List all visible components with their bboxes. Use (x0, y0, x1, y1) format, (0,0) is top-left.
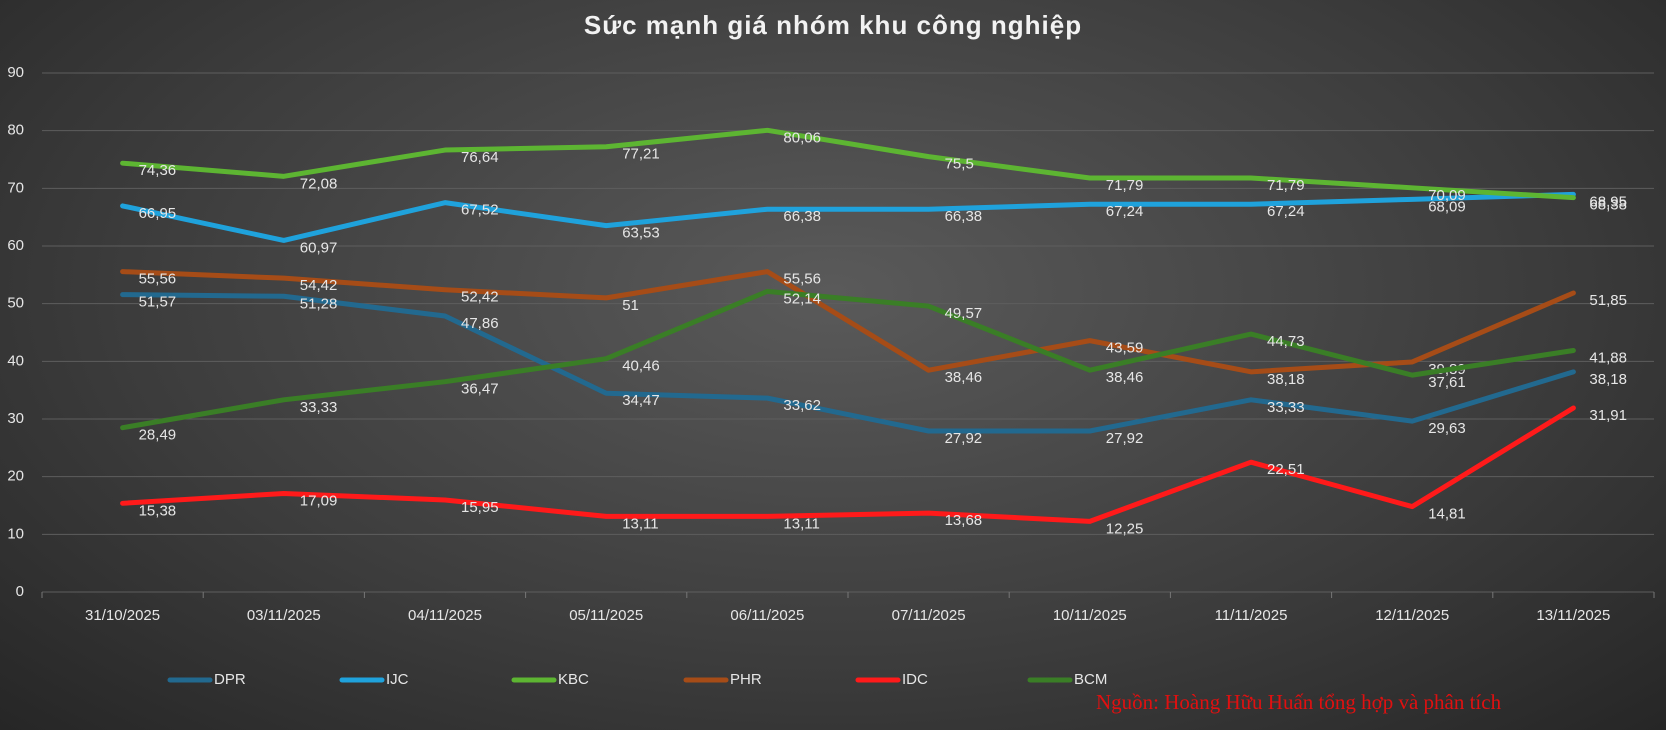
data-label: 14,81 (1428, 506, 1466, 523)
data-label: 71,79 (1267, 177, 1305, 194)
y-tick-label: 20 (7, 468, 24, 485)
x-tick-label: 03/11/2025 (247, 607, 321, 624)
x-tick-label: 31/10/2025 (85, 607, 160, 624)
data-label: 68,38 (1589, 197, 1627, 214)
data-label: 41,88 (1589, 349, 1627, 366)
x-tick-label: 10/11/2025 (1053, 607, 1127, 624)
data-label: 51,85 (1589, 292, 1627, 309)
legend-label: IDC (902, 671, 928, 688)
data-label: 47,86 (461, 315, 499, 332)
data-label: 74,36 (139, 162, 177, 179)
data-label: 76,64 (461, 149, 499, 166)
source-note: Nguồn: Hoàng Hữu Huấn tổng hợp và phân t… (1096, 690, 1502, 714)
data-label: 55,56 (783, 271, 821, 288)
data-label: 71,79 (1106, 177, 1144, 194)
data-label: 51,28 (300, 295, 338, 312)
data-label: 63,53 (622, 225, 660, 242)
series-line (120, 127, 1576, 201)
data-label: 17,09 (300, 492, 338, 509)
data-label: 40,46 (622, 358, 660, 375)
data-label: 49,57 (945, 305, 983, 322)
data-label: 68,09 (1428, 198, 1466, 215)
data-label: 33,33 (300, 399, 338, 416)
data-label: 15,95 (461, 499, 499, 516)
y-tick-label: 0 (16, 583, 24, 600)
y-tick-label: 60 (7, 237, 24, 254)
y-tick-label: 70 (7, 179, 24, 196)
data-label: 67,24 (1267, 203, 1305, 220)
data-label: 38,18 (1267, 371, 1305, 388)
y-tick-label: 90 (7, 64, 24, 81)
x-tick-label: 12/11/2025 (1375, 607, 1449, 624)
y-tick-label: 40 (7, 352, 24, 369)
data-label: 38,46 (945, 369, 983, 386)
data-label: 37,61 (1428, 374, 1466, 391)
data-label: 38,18 (1589, 371, 1627, 388)
data-label: 12,25 (1106, 520, 1144, 537)
data-label: 13,68 (945, 512, 983, 529)
series-line (120, 405, 1576, 524)
data-label: 27,92 (945, 430, 983, 447)
data-label: 67,24 (1106, 203, 1144, 220)
data-label: 72,08 (300, 175, 338, 192)
data-label: 33,62 (783, 397, 821, 414)
data-label: 55,56 (139, 271, 177, 288)
data-label: 34,47 (622, 392, 660, 409)
legend-label: IJC (386, 671, 409, 688)
data-label: 31,91 (1589, 407, 1627, 424)
y-tick-label: 80 (7, 122, 24, 139)
chart-title: Sức mạnh giá nhóm khu công nghiệp (584, 10, 1082, 40)
x-tick-label: 13/11/2025 (1536, 607, 1610, 624)
x-tick-label: 06/11/2025 (730, 607, 804, 624)
x-tick-label: 11/11/2025 (1215, 607, 1288, 624)
data-label: 70,09 (1428, 187, 1466, 204)
x-tick-label: 07/11/2025 (892, 607, 966, 624)
y-tick-label: 30 (7, 410, 24, 427)
data-label: 13,11 (622, 515, 658, 532)
legend-label: KBC (558, 671, 589, 688)
series-line (120, 269, 1576, 375)
data-label: 38,46 (1106, 369, 1144, 386)
series-line (120, 288, 1576, 431)
data-label: 22,51 (1267, 461, 1305, 478)
y-tick-label: 50 (7, 295, 24, 312)
data-label: 66,95 (139, 205, 177, 222)
data-label: 15,38 (139, 502, 177, 519)
data-label: 75,5 (945, 156, 974, 173)
data-label: 68,95 (1589, 193, 1627, 210)
data-label: 51,57 (139, 294, 177, 311)
series-line (120, 292, 1576, 434)
data-label: 52,14 (783, 290, 821, 307)
data-label: 29,63 (1428, 420, 1466, 437)
legend-label: BCM (1074, 671, 1107, 688)
data-label: 36,47 (461, 381, 499, 398)
data-label: 33,33 (1267, 399, 1305, 416)
x-tick-label: 04/11/2025 (408, 607, 482, 624)
x-tick-label: 05/11/2025 (569, 607, 643, 624)
y-tick-label: 10 (7, 525, 24, 542)
data-label: 51 (622, 297, 639, 314)
data-label: 60,97 (300, 239, 338, 256)
data-label: 66,38 (945, 208, 983, 225)
legend-label: DPR (214, 671, 246, 688)
data-label: 80,06 (783, 129, 821, 146)
data-label: 54,42 (300, 277, 338, 294)
data-label: 67,52 (461, 202, 499, 219)
data-label: 13,11 (783, 515, 819, 532)
data-label: 27,92 (1106, 430, 1144, 447)
data-label: 44,73 (1267, 333, 1305, 350)
data-label: 28,49 (139, 427, 177, 444)
series-line (120, 191, 1576, 243)
data-label: 77,21 (622, 146, 660, 163)
data-label: 43,59 (1106, 340, 1144, 357)
data-label: 66,38 (783, 208, 821, 225)
legend-label: PHR (730, 671, 762, 688)
data-label: 52,42 (461, 289, 499, 306)
